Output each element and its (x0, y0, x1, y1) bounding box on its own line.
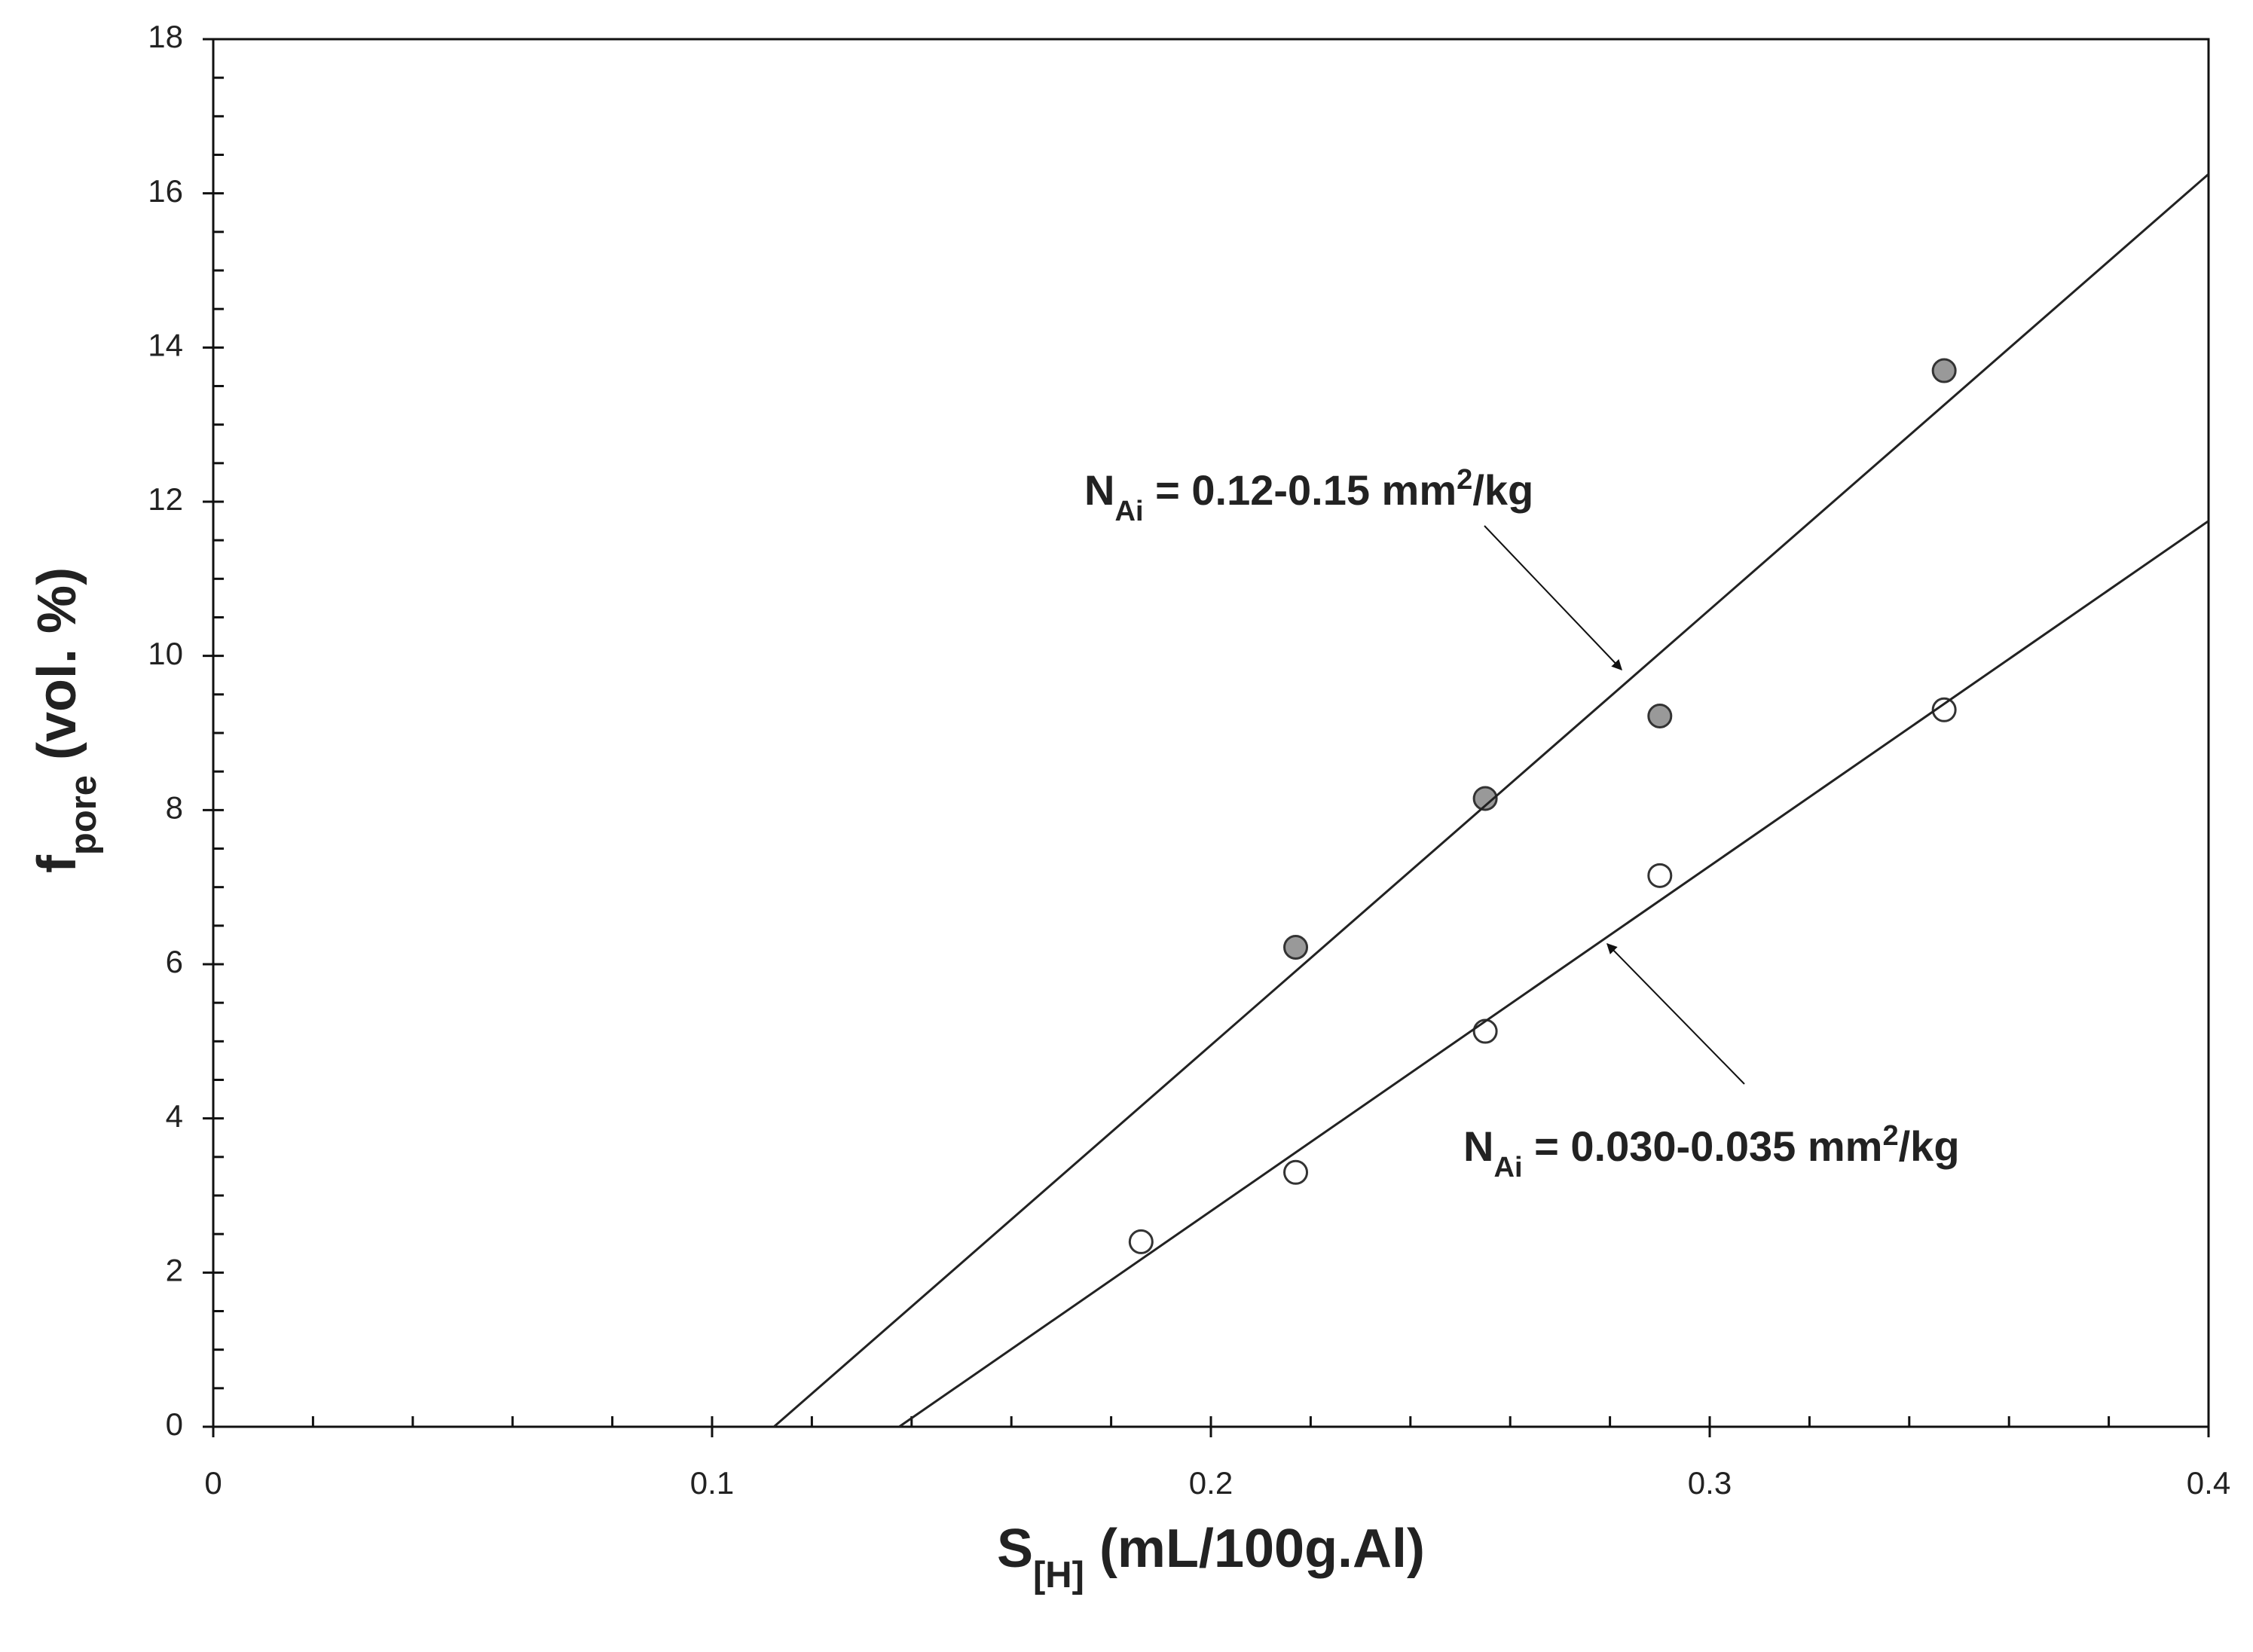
annotation: NAi = 0.030-0.035 mm2/kg (1463, 1120, 1960, 1183)
text-part: (mL/100g.Al) (1084, 1519, 1425, 1579)
plot-frame (212, 38, 2210, 1428)
point (1472, 786, 1498, 811)
x-tick-label: 0.2 (1189, 1465, 1233, 1501)
fit-line (773, 173, 2209, 1427)
annotation-arrow (1606, 942, 1745, 1085)
text-part: Ai (1114, 496, 1143, 527)
x-tick-label: 0.3 (1688, 1465, 1732, 1501)
y-axis-title: fpore (vol. %) (27, 567, 104, 873)
x-tick-label: 0.1 (690, 1465, 734, 1501)
point (1931, 697, 1957, 722)
y-tick-label: 12 (148, 481, 183, 517)
text-part: N (1084, 466, 1114, 514)
annotation: NAi = 0.12-0.15 mm2/kg (1084, 464, 1533, 527)
x-tick-label: 0.4 (2187, 1465, 2230, 1501)
text-part: Ai (1493, 1152, 1522, 1183)
point (1647, 703, 1673, 728)
y-tick-label: 14 (148, 327, 183, 362)
point (1128, 1229, 1154, 1254)
y-tick-label: 2 (166, 1252, 183, 1287)
point (1472, 1018, 1498, 1044)
text-part: N (1463, 1122, 1493, 1170)
text-part: (vol. %) (27, 567, 87, 775)
text-part: f (27, 854, 87, 873)
text-part: = 0.12-0.15 mm (1144, 466, 1457, 514)
annotation-arrow (1484, 525, 1622, 671)
point (1931, 358, 1957, 383)
y-tick-label: 4 (166, 1098, 183, 1134)
y-tick-label: 0 (166, 1406, 183, 1442)
point (1283, 1159, 1309, 1185)
text-part: 2 (1457, 464, 1472, 496)
y-tick-label: 10 (148, 636, 183, 671)
y-tick-label: 18 (148, 19, 183, 54)
y-tick-label: 6 (166, 944, 183, 979)
text-part: pore (63, 775, 104, 855)
text-part: /kg (1472, 466, 1533, 514)
y-tick-label: 16 (148, 173, 183, 209)
x-tick-label: 0 (204, 1465, 222, 1501)
text-part: = 0.030-0.035 mm (1523, 1122, 1883, 1170)
text-part: [H] (1033, 1555, 1084, 1596)
fit-line (898, 520, 2209, 1427)
point (1647, 863, 1673, 888)
y-tick-label: 8 (166, 789, 183, 825)
text-part: /kg (1899, 1122, 1960, 1170)
text-part: S (997, 1519, 1033, 1579)
text-part: 2 (1882, 1120, 1898, 1152)
point (1283, 934, 1309, 960)
x-axis-title: S[H] (mL/100g.Al) (997, 1519, 1425, 1596)
